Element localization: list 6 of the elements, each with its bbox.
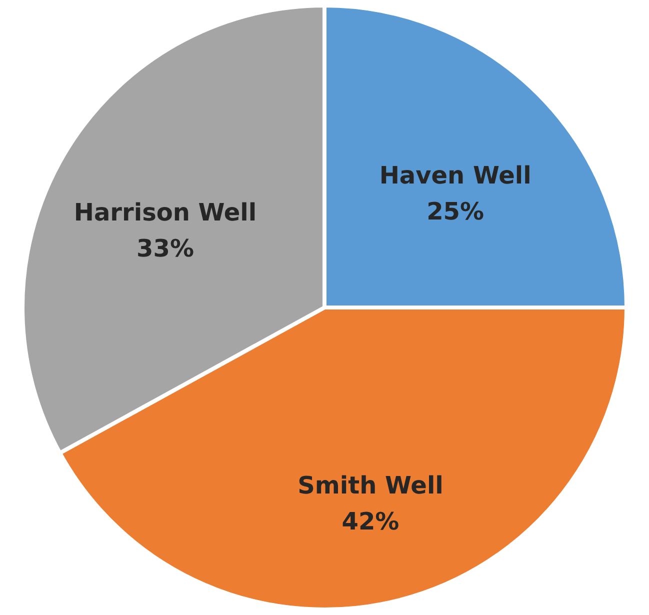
slice-label: Haven Well (379, 162, 532, 190)
data-label: 33% (136, 234, 194, 262)
data-label: 25% (426, 198, 484, 226)
data-label: 42% (342, 508, 400, 536)
slice-label: Harrison Well (74, 198, 257, 226)
slice-label: Smith Well (298, 472, 444, 500)
